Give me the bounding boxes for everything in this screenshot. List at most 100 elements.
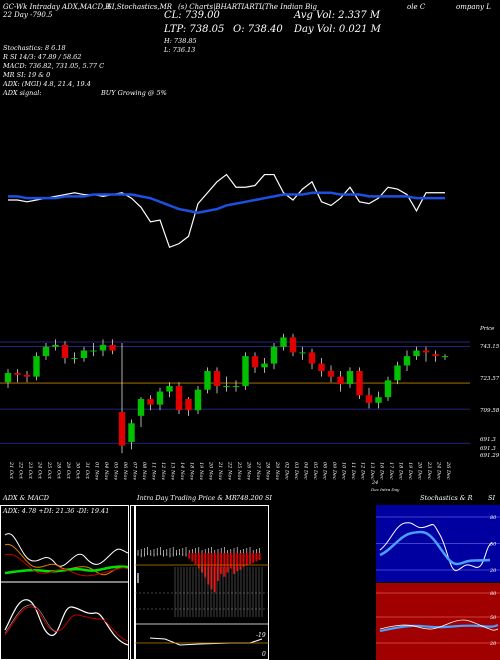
indicator-adx-signal: BUY Growing @ 5%	[101, 89, 167, 97]
header-company-3: ompany L	[456, 3, 491, 11]
date-extra-1: 24	[372, 480, 379, 486]
date-label: 27 Nov	[255, 461, 261, 480]
price-label: 691.3	[480, 437, 496, 443]
candle-body	[166, 385, 173, 392]
adx-values: ADX: 4.78 +DI: 21.36 -DI: 19.41	[3, 507, 110, 515]
date-label: 20 Dec	[417, 461, 423, 480]
date-label: 02 Dec	[284, 462, 290, 480]
candle-body	[23, 374, 31, 377]
candle-body	[80, 350, 88, 358]
candle-body	[422, 350, 430, 353]
candle-body	[375, 397, 382, 403]
indicator-stochastics: Stochastics: 8 6.18	[3, 44, 66, 52]
candle-body	[109, 344, 116, 351]
price-label: 743.15	[480, 344, 500, 350]
intraday-mr-line	[149, 637, 263, 646]
candle-body	[99, 344, 107, 351]
intraday-bars	[137, 547, 263, 617]
candle-body	[337, 376, 344, 385]
rsi-lines: 80 50 20	[376, 591, 500, 647]
date-label: 28 Nov	[265, 461, 271, 480]
candle-body	[365, 395, 373, 403]
stoch-level-label: 80	[490, 515, 497, 521]
candle-body	[413, 350, 420, 357]
header-title-left: GC-Wk Intraday ADX,MACD,R	[3, 3, 111, 11]
intraday-mr-zero-label: 0	[262, 651, 266, 658]
ohlc-low: L: 736.13	[164, 46, 196, 54]
stoch-lines: 80 50 20	[376, 515, 500, 574]
date-label: 04 Dec	[303, 462, 309, 480]
date-label: 31 Oct	[84, 462, 90, 480]
candle-body	[261, 363, 268, 368]
date-label: 21 Oct	[8, 461, 14, 480]
date-label: 05 Dec	[312, 462, 318, 480]
ohlc-avg-vol: Avg Vol: 2.337 M	[294, 10, 381, 21]
header-company-1: (The Indian Big	[262, 3, 318, 11]
candle-body	[194, 389, 202, 411]
date-label: 14 Nov	[179, 462, 185, 480]
candle-body	[270, 346, 278, 364]
date-label: 23 Oct	[27, 461, 33, 480]
date-label: 26 Nov	[246, 461, 252, 480]
stoch-title: Stochastics & R	[420, 494, 473, 502]
candle-body	[280, 337, 287, 347]
price-label: 691.3	[480, 446, 496, 452]
stoch-title-2: SI	[488, 494, 496, 502]
date-label: 06 Nov	[122, 462, 128, 480]
adx-lines	[4, 533, 129, 577]
intraday-mr-value: -19	[256, 632, 266, 639]
date-label: 30 Oct	[75, 462, 81, 480]
header-company-2: ole C	[407, 3, 426, 11]
header-title-indicators: SI,Stochastics,MR	[107, 3, 173, 11]
indicator-adx-signal-label: ADX signal:	[3, 89, 42, 97]
indicator-adx: ADX: (MGI) 4.8, 21.4, 19.4	[3, 80, 91, 88]
candle-body	[14, 372, 21, 375]
stoch-level-label: 20	[489, 568, 497, 574]
candle-body	[147, 399, 154, 405]
candle-body	[403, 356, 411, 366]
date-label: 24 Dec	[436, 461, 442, 480]
date-label: 25 Nov	[236, 461, 242, 480]
ohlc-close: CL: 739.00	[164, 10, 220, 21]
candle-body	[356, 371, 363, 396]
rsi-level-label: 50	[490, 615, 497, 621]
indicator-macd: MACD: 736.82, 731.05, 5.77 C	[3, 62, 105, 70]
date-label: 11 Nov	[151, 462, 157, 480]
lower-panels-svg: -19 0 80 50 20 80 50 20	[0, 505, 500, 660]
candle-body	[251, 356, 259, 368]
date-label: 07 Nov	[132, 462, 138, 480]
date-label: 29 Oct	[65, 461, 71, 480]
candle-body	[232, 385, 240, 387]
date-label: 06 Dec	[322, 462, 328, 480]
date-extra-2: Dec Intra Day	[371, 487, 400, 492]
candle-body	[394, 365, 401, 381]
macd-line-white	[4, 599, 129, 646]
price-label: 723.57	[480, 376, 500, 382]
ohlc-high: H: 738.85	[164, 37, 197, 45]
date-label: 16 Dec	[379, 462, 385, 480]
candle-body	[289, 337, 297, 353]
candle-body	[4, 372, 12, 383]
candle-body	[71, 357, 78, 359]
candle-body	[42, 346, 50, 357]
date-label: 17 Dec	[388, 462, 394, 480]
rsi-level-label: 20	[489, 641, 497, 647]
date-label: 11 Dec	[350, 462, 356, 480]
rsi-top-ma-line	[8, 191, 445, 214]
rsi-line-white	[379, 619, 499, 631]
candle-body	[185, 399, 192, 411]
date-label: 29 Nov	[274, 461, 280, 480]
stoch-line-white	[379, 522, 493, 572]
macd-line-gray	[4, 604, 57, 634]
date-label: 22 Nov	[227, 461, 233, 480]
rsi-bg	[376, 583, 500, 660]
stoch-line-blue	[379, 530, 491, 566]
candle-body	[118, 412, 126, 446]
rsi-top-line	[8, 173, 445, 249]
candle-body	[213, 371, 221, 386]
date-label: 25 Oct	[46, 461, 52, 480]
date-label: 10 Dec	[341, 462, 347, 480]
date-label: 20 Nov	[208, 461, 214, 480]
ohlc-ltp: LTP: 738.05	[164, 24, 225, 35]
